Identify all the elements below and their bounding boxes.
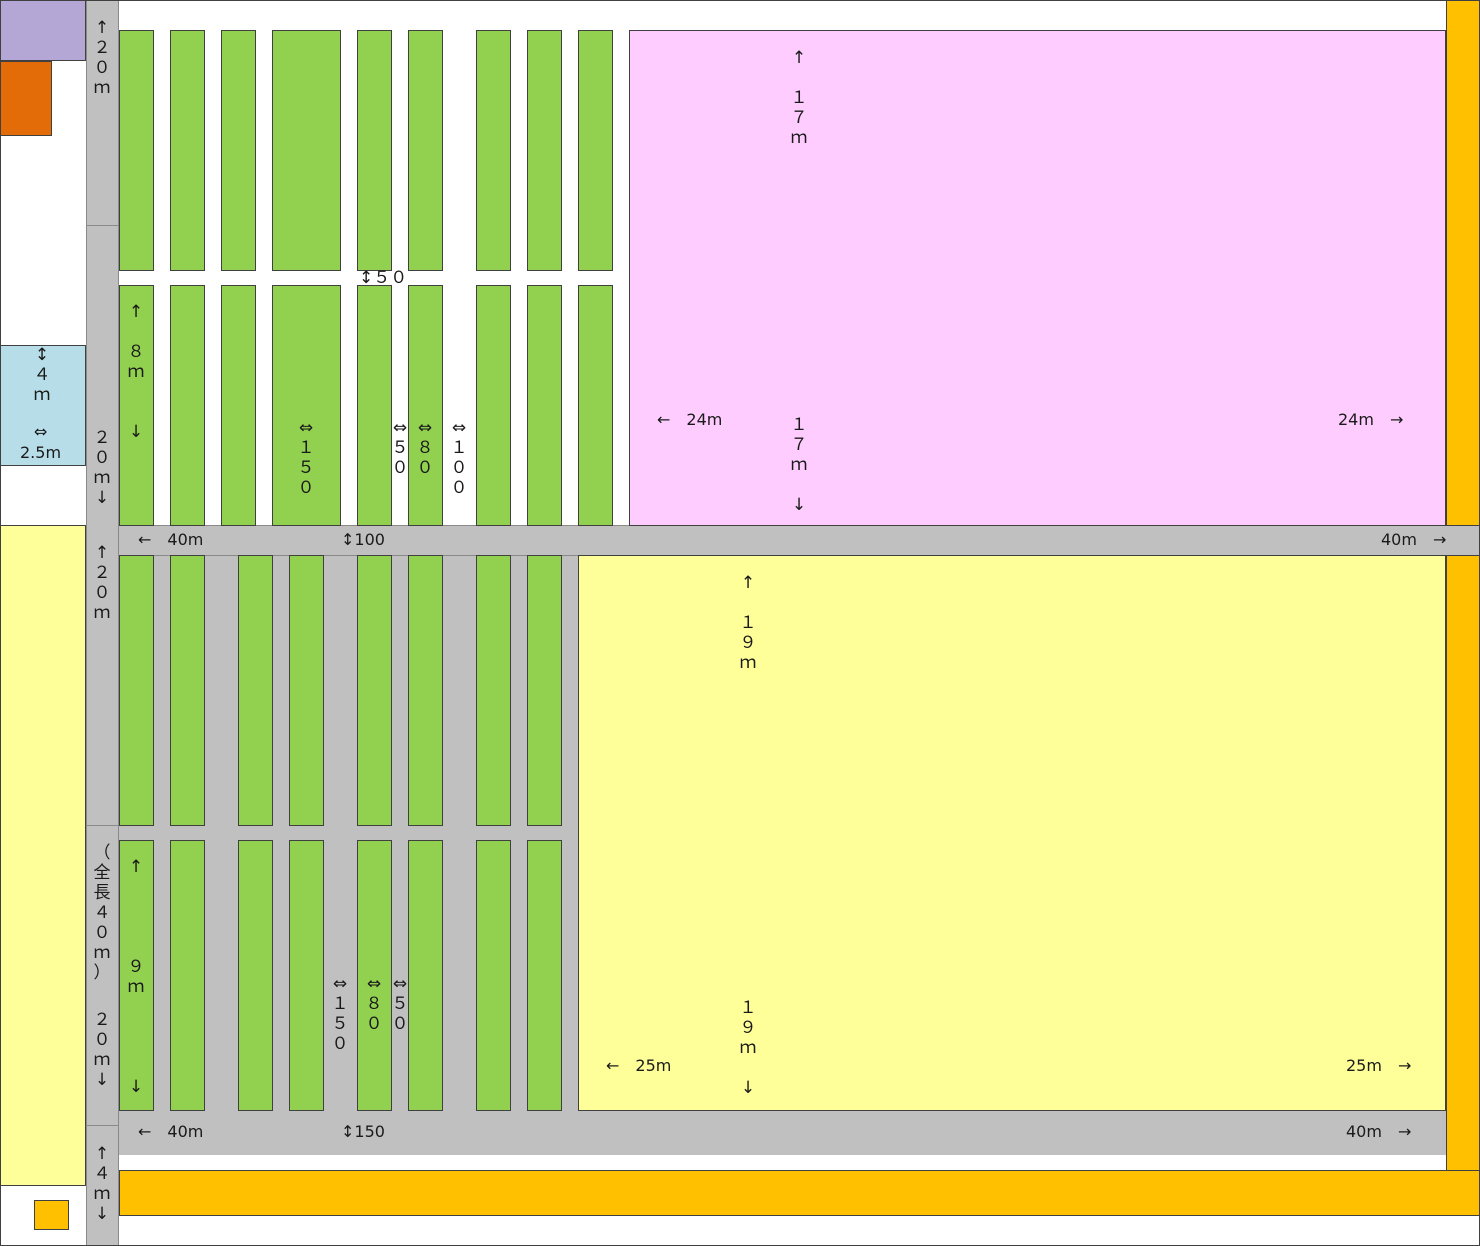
- left-label-lower-bottom: ２ ０ ｍ ↓: [93, 1010, 111, 1090]
- pink-area: [629, 30, 1446, 526]
- bed-upper-bottom-7: [476, 285, 511, 526]
- pink-height-label-top: ↑ １ ７ ｍ: [790, 48, 808, 148]
- purple-block: [0, 0, 86, 61]
- bed-lower-bottom-4: [289, 840, 324, 1111]
- bottom-aisle-right-label: 40m →: [1346, 1122, 1412, 1141]
- lower-width-80-label: ⇔ ８ ０: [365, 974, 383, 1034]
- yellow-area: [578, 555, 1446, 1111]
- lower-width-150-label: ⇔ １ ５ ０: [331, 974, 349, 1054]
- bed-upper-top-8: [527, 30, 562, 271]
- upper-width-50-label: ⇔ ５ ０: [391, 418, 409, 478]
- bottom-aisle-left-label: ← 40m: [138, 1122, 204, 1141]
- right-orange-strip-upper: [1446, 0, 1480, 526]
- bottom-orange-strip: [119, 1170, 1480, 1216]
- bed-upper-top-9: [578, 30, 613, 271]
- pink-width-label-left: ← 24m: [657, 410, 723, 429]
- bed-lower-top-3: [238, 555, 273, 826]
- bed-lower-bottom-6: [408, 840, 443, 1111]
- blue-block-width-arrow: ⇔: [34, 422, 48, 441]
- middle-aisle: [119, 525, 1480, 556]
- yellow-width-label-left: ← 25m: [606, 1056, 672, 1075]
- bed-upper-top-1: [119, 30, 154, 271]
- middle-aisle-left-label: ← 40m: [138, 530, 204, 549]
- lower-width-50-label: ⇔ ５ ０: [391, 974, 409, 1034]
- bed-lower-top-2: [170, 555, 205, 826]
- lower-bed-height-label: ↑ ９ ｍ ↓: [127, 857, 145, 1097]
- yellow-height-label-bottom: １ ９ ｍ ↓: [739, 998, 757, 1098]
- bottom-aisle: [119, 1111, 1446, 1155]
- bed-upper-bottom-4: [272, 285, 341, 526]
- bed-upper-bottom-8: [527, 285, 562, 526]
- right-orange-strip-lower: [1446, 555, 1480, 1171]
- bed-lower-bottom-2: [170, 840, 205, 1111]
- upper-bed-height-label: ↑ ８ ｍ ↓: [127, 302, 145, 442]
- bed-lower-bottom-3: [238, 840, 273, 1111]
- blue-block-width-label: 2.5m: [20, 443, 62, 462]
- bed-upper-top-3: [221, 30, 256, 271]
- bed-upper-bottom-9: [578, 285, 613, 526]
- legend-orange-square: [34, 1200, 69, 1230]
- upper-width-100-label: ⇔ １ ０ ０: [450, 418, 468, 498]
- bed-upper-top-5: [357, 30, 392, 271]
- bed-lower-bottom-5: [357, 840, 392, 1111]
- bed-lower-bottom-7: [476, 840, 511, 1111]
- bed-upper-top-2: [170, 30, 205, 271]
- bed-upper-bottom-1: [119, 285, 154, 526]
- yellow-width-label-right: 25m →: [1346, 1056, 1412, 1075]
- dark-orange-block: [0, 61, 52, 136]
- yellow-left-strip: [0, 525, 86, 1186]
- bottom-aisle-mid-label: ↕150: [341, 1122, 385, 1141]
- bed-upper-bottom-2: [170, 285, 205, 526]
- left-aisle: [86, 0, 119, 1246]
- blue-block-height-label: ↕ ４ ｍ: [33, 345, 51, 405]
- pink-width-label-right: 24m →: [1338, 410, 1404, 429]
- bed-lower-top-7: [476, 555, 511, 826]
- left-label-bottom-4m: ↑ ４ ｍ ↓: [93, 1144, 111, 1224]
- light-blue-block: [0, 345, 86, 466]
- bed-lower-top-4: [289, 555, 324, 826]
- upper-width-150-label: ⇔ １ ５ ０: [297, 418, 315, 498]
- middle-aisle-right-label: 40m →: [1381, 530, 1447, 549]
- bed-lower-bottom-8: [527, 840, 562, 1111]
- pink-height-label-bottom: １ ７ ｍ ↓: [790, 415, 808, 515]
- left-label-lower-top: ↑ ２ ０ ｍ: [93, 543, 111, 623]
- upper-width-80-label: ⇔ ８ ０: [416, 418, 434, 478]
- bed-upper-bottom-6: [408, 285, 443, 526]
- bed-lower-top-6: [408, 555, 443, 826]
- left-label-upper-top: ↑ ２ ０ ｍ: [93, 18, 111, 98]
- bed-lower-top-1: [119, 555, 154, 826]
- bed-upper-top-4: [272, 30, 341, 271]
- bed-upper-top-7: [476, 30, 511, 271]
- left-label-upper-bottom: ２ ０ ｍ ↓: [93, 428, 111, 508]
- middle-aisle-mid-label: ↕100: [341, 530, 385, 549]
- left-label-total-length: （ 全 長 ４ ０ ｍ ）: [93, 843, 111, 983]
- bed-lower-top-5: [357, 555, 392, 826]
- bed-lower-top-8: [527, 555, 562, 826]
- bed-upper-bottom-3: [221, 285, 256, 526]
- yellow-height-label-top: ↑ １ ９ ｍ: [739, 573, 757, 673]
- bed-lower-bottom-1: [119, 840, 154, 1111]
- bed-upper-bottom-5: [357, 285, 392, 526]
- upper-gap-label: ↕５０: [359, 268, 408, 288]
- bed-upper-top-6: [408, 30, 443, 271]
